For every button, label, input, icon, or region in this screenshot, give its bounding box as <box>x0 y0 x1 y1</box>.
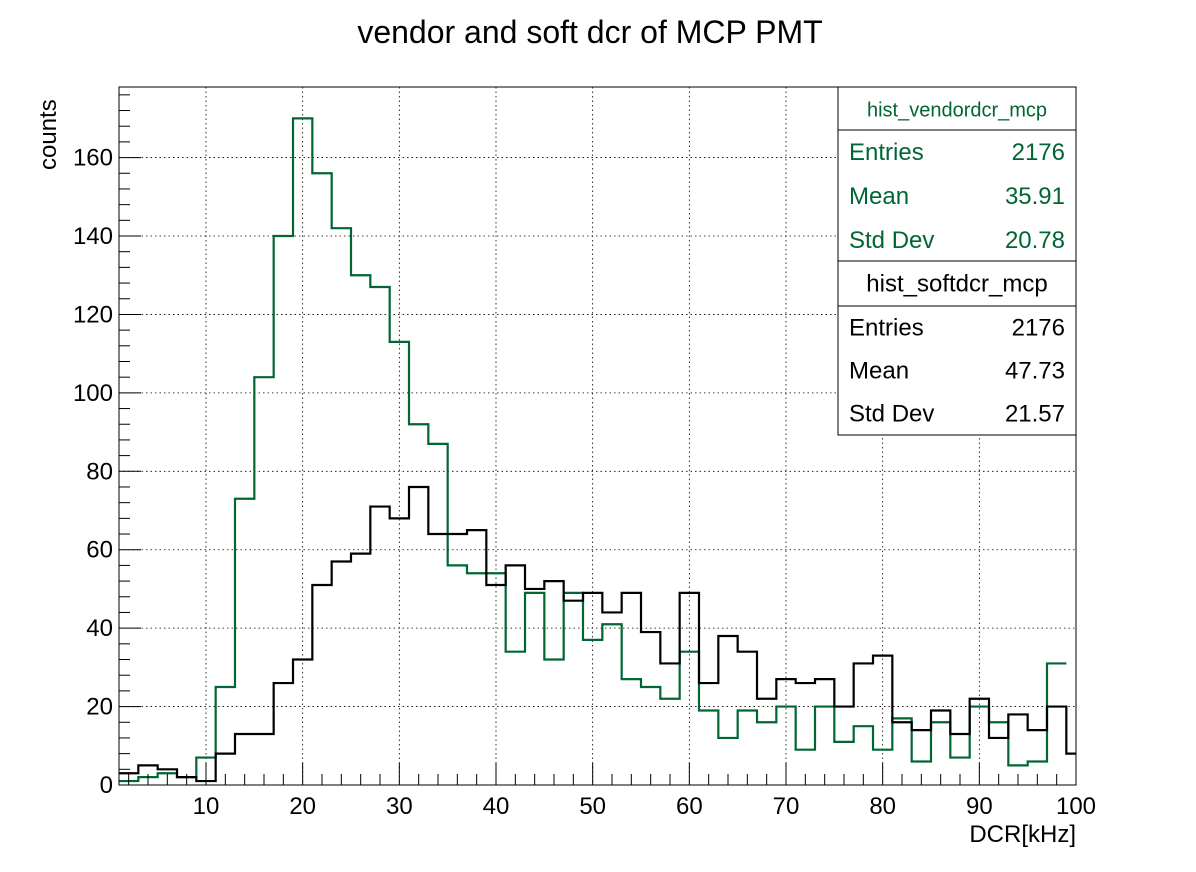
stats-value: 35.91 <box>1005 183 1065 210</box>
series-hist_vendordcr_mcp <box>119 117 1067 783</box>
x-tick-label: 100 <box>1056 793 1096 820</box>
stats-box-hist_softdcr_mcp: hist_softdcr_mcp Entries 2176 Mean 47.73 Std … <box>837 260 1077 436</box>
x-tick-label: 20 <box>289 793 316 820</box>
y-axis-label: counts <box>35 99 62 170</box>
stats-value: 20.78 <box>1005 227 1065 254</box>
plot-frame <box>118 86 1077 786</box>
stats-label: Mean <box>849 183 909 210</box>
stats-label: Entries <box>849 139 924 166</box>
stats-box-frame <box>837 86 1077 263</box>
y-tick-label: 0 <box>100 772 113 799</box>
y-tick-label: 20 <box>86 694 113 721</box>
x-tick-label: 50 <box>579 793 606 820</box>
histogram-line-hist_vendordcr_mcp <box>119 117 1067 783</box>
stats-label: Entries <box>849 315 924 342</box>
stats-box-frame <box>837 260 1077 436</box>
stats-box-title: hist_vendordcr_mcp <box>867 100 1047 122</box>
x-tick-label: 80 <box>869 793 896 820</box>
stats-label: Mean <box>849 358 909 385</box>
chart-title: vendor and soft dcr of MCP PMT <box>357 14 822 50</box>
axes: 10 20 30 40 50 60 70 80 90 100 0 20 40 60 80 100 120 140 1… <box>73 94 1096 820</box>
x-tick-label: 70 <box>773 793 800 820</box>
stats-value: 21.57 <box>1005 401 1065 428</box>
x-tick-label: 90 <box>966 793 993 820</box>
stats-label: Std Dev <box>849 227 934 254</box>
x-tick-label: 60 <box>676 793 703 820</box>
y-tick-label: 40 <box>86 615 113 642</box>
y-tick-label: 120 <box>73 301 113 328</box>
histogram-series <box>119 117 1076 783</box>
stats-label: Std Dev <box>849 401 934 428</box>
y-tick-label: 140 <box>73 223 113 250</box>
stats-value: 2176 <box>1012 315 1065 342</box>
x-tick-label: 10 <box>193 793 220 820</box>
y-tick-label: 60 <box>86 537 113 564</box>
stats-value: 2176 <box>1012 139 1065 166</box>
y-tick-label: 80 <box>86 458 113 485</box>
stats-box-title: hist_softdcr_mcp <box>866 271 1047 298</box>
stats-box-hist_vendordcr_mcp: hist_vendordcr_mcp Entries 2176 Mean 35.91 St… <box>837 86 1077 263</box>
x-tick-label: 30 <box>386 793 413 820</box>
y-tick-label: 160 <box>73 145 113 172</box>
y-tick-label: 100 <box>73 380 113 407</box>
x-tick-label: 40 <box>483 793 510 820</box>
series-hist_softdcr_mcp <box>119 485 1076 783</box>
x-axis-label: DCR[kHz] <box>969 821 1076 848</box>
histogram-line-hist_softdcr_mcp <box>119 485 1076 783</box>
stats-value: 47.73 <box>1005 358 1065 385</box>
stats-boxes: hist_vendordcr_mcp Entries 2176 Mean 35.91 St… <box>837 86 1077 436</box>
